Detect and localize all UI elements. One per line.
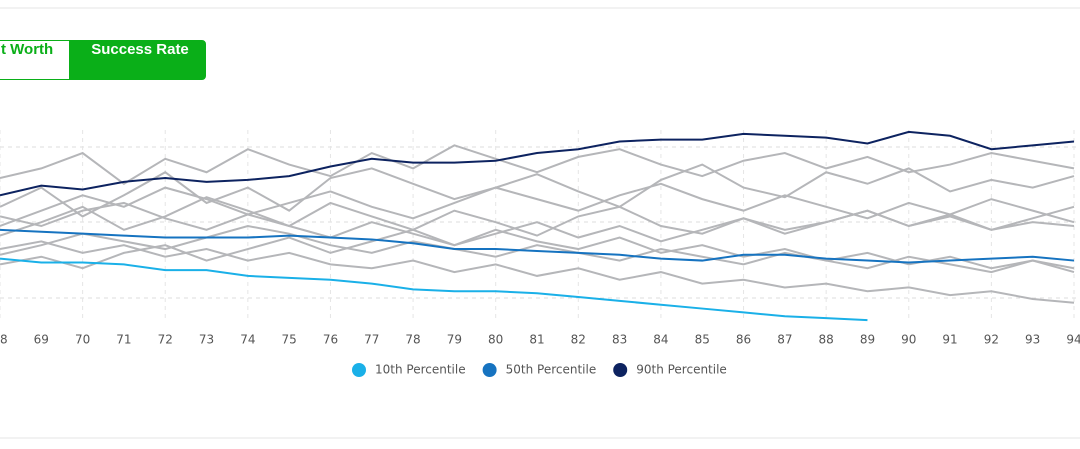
simulation-line bbox=[0, 240, 1075, 304]
x-tick-label: 94 bbox=[1066, 333, 1080, 347]
x-tick-label: 78 bbox=[405, 333, 420, 347]
x-tick-label: 90 bbox=[901, 333, 916, 347]
x-tick-label: 86 bbox=[736, 333, 751, 347]
x-tick-label: 76 bbox=[323, 333, 338, 347]
legend-marker bbox=[482, 363, 497, 377]
x-tick-label: 71 bbox=[116, 333, 131, 347]
x-tick-label: 70 bbox=[75, 333, 90, 347]
success-rate-tab[interactable]: Success Rate bbox=[70, 40, 206, 80]
x-tick-label: 77 bbox=[364, 333, 379, 347]
x-tick-label: 80 bbox=[488, 333, 503, 347]
x-tick-label: 88 bbox=[819, 333, 834, 347]
x-tick-label: 89 bbox=[860, 333, 875, 347]
x-tick-label: 85 bbox=[695, 333, 710, 347]
simulation-line bbox=[0, 205, 1075, 270]
percentile-line bbox=[0, 257, 868, 322]
x-tick-label: 83 bbox=[612, 333, 627, 347]
simulation-line bbox=[0, 144, 1075, 185]
simulation-line bbox=[0, 182, 1075, 227]
x-tick-label: 74 bbox=[240, 333, 255, 347]
x-tick-label: 92 bbox=[984, 333, 999, 347]
x-tick-label: 68 bbox=[0, 333, 8, 347]
percentile-line bbox=[0, 130, 1075, 197]
x-tick-label: 82 bbox=[571, 333, 586, 347]
percentile-line bbox=[0, 228, 1075, 264]
legend-label: 90th Percentile bbox=[636, 363, 727, 377]
x-tick-label: 69 bbox=[34, 333, 49, 347]
x-tick-label: 87 bbox=[777, 333, 792, 347]
x-tick-label: 93 bbox=[1025, 333, 1040, 347]
simulation-line bbox=[0, 224, 1075, 274]
x-tick-label: 73 bbox=[199, 333, 214, 347]
x-tick-label: 84 bbox=[653, 333, 668, 347]
x-tick-label: 72 bbox=[158, 333, 173, 347]
simulation-line bbox=[0, 163, 1075, 218]
x-tick-label: 79 bbox=[447, 333, 462, 347]
legend-label: 50th Percentile bbox=[506, 363, 597, 377]
legend-marker bbox=[352, 363, 366, 377]
net-worth-tab[interactable]: t Worth bbox=[0, 40, 71, 80]
x-tick-label: 91 bbox=[942, 333, 957, 347]
x-tick-label: 81 bbox=[529, 333, 544, 347]
legend-marker bbox=[613, 363, 628, 377]
x-tick-label: 75 bbox=[282, 333, 297, 347]
legend-label: 10th Percentile bbox=[375, 363, 466, 377]
tabs: t Worth Success Rate bbox=[0, 40, 206, 80]
